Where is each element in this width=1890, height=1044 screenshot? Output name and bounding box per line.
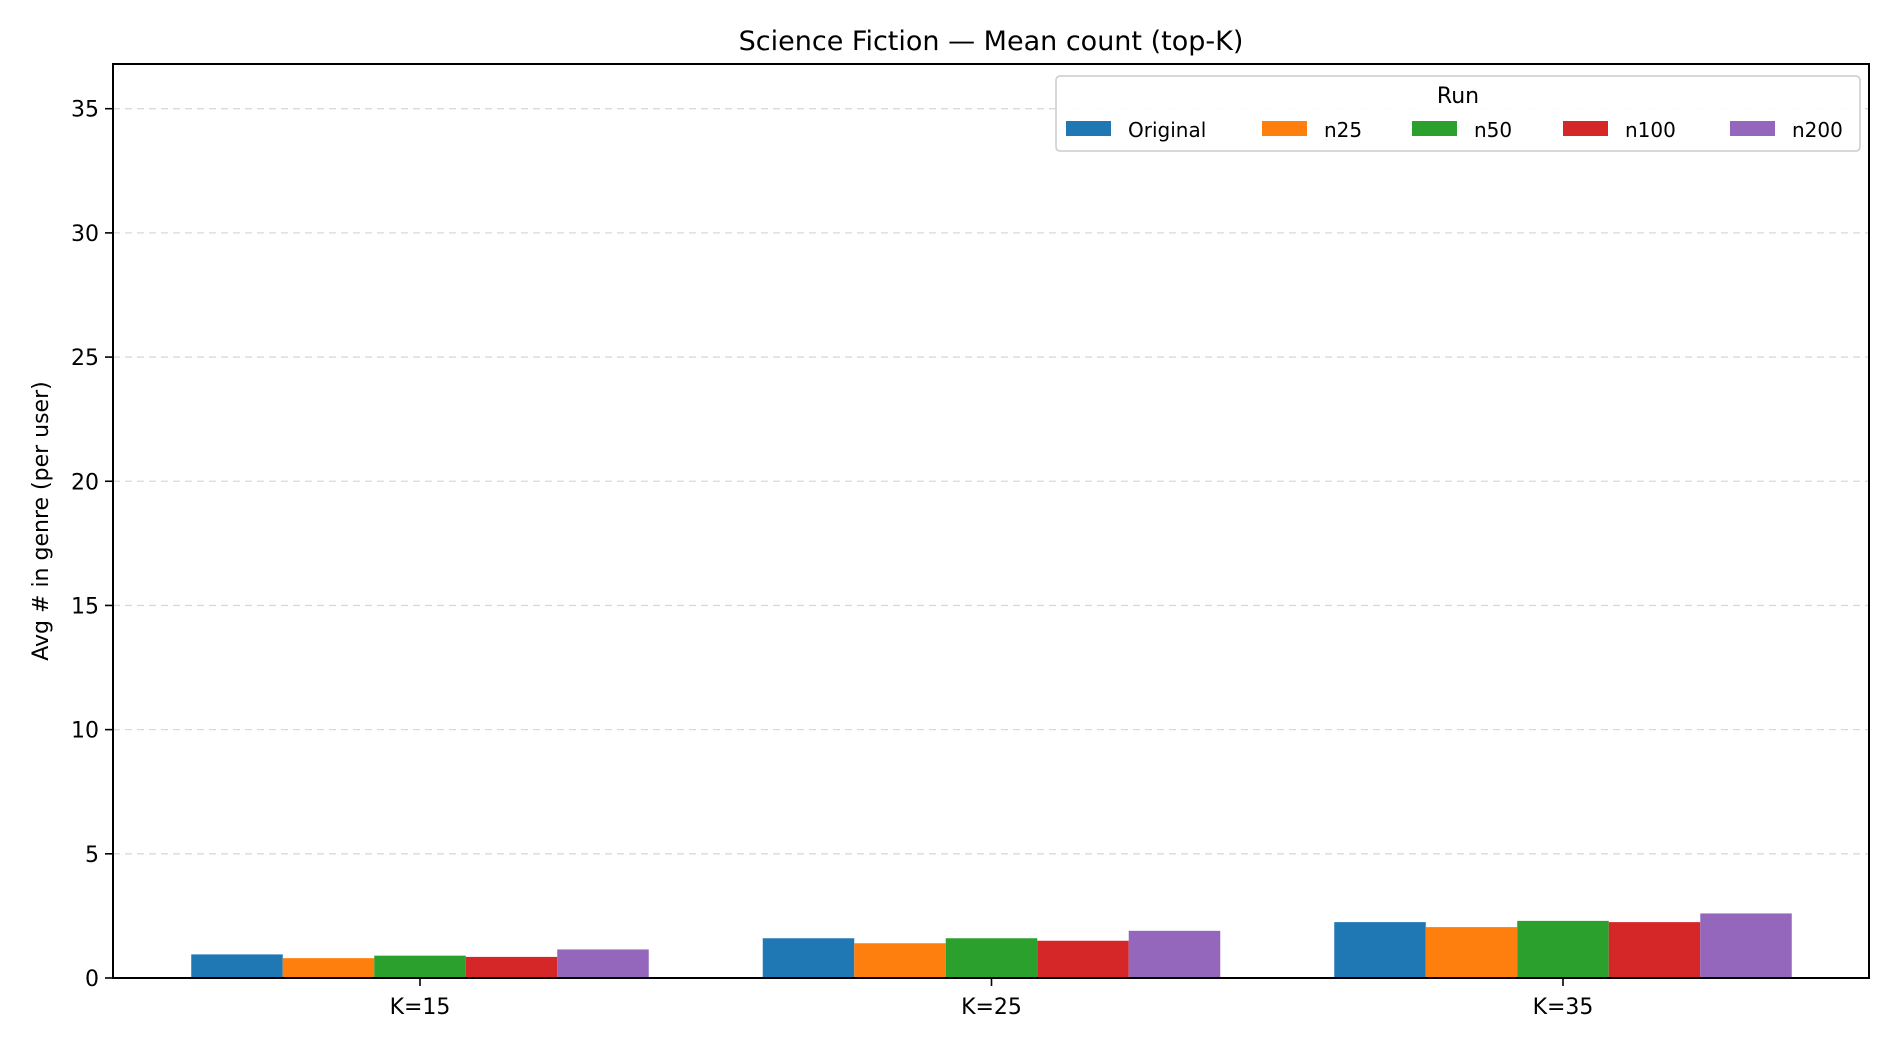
bar-original-k35 <box>1334 922 1426 978</box>
bar-n100-k15 <box>465 956 558 978</box>
bar-original-k25 <box>762 938 855 978</box>
bar-n100-k35 <box>1608 922 1701 978</box>
x-tick-label: K=35 <box>1533 995 1594 1020</box>
y-tick-label: 30 <box>71 222 99 247</box>
y-tick-label: 0 <box>85 967 99 992</box>
bar-n25-k25 <box>854 943 946 978</box>
legend: Run Original n25 n50 n100 n200 <box>1055 75 1861 152</box>
y-tick-label: 5 <box>85 843 99 868</box>
legend-swatch-n50 <box>1412 121 1457 136</box>
x-tick-label: K=15 <box>390 995 451 1020</box>
y-tick-label: 20 <box>71 470 99 495</box>
y-axis-label: Avg # in genre (per user) <box>29 381 54 660</box>
bar-original-k15 <box>191 954 283 978</box>
y-tick-label: 25 <box>71 346 99 371</box>
bar-n50-k25 <box>945 938 1038 978</box>
bar-n50-k15 <box>374 955 466 978</box>
legend-swatch-original <box>1066 121 1111 136</box>
y-tick-label: 15 <box>71 594 99 619</box>
bar-n25-k15 <box>282 958 375 978</box>
x-tick-label: K=25 <box>961 995 1022 1020</box>
legend-label-n25: n25 <box>1324 118 1362 142</box>
legend-title: Run <box>1437 84 1479 109</box>
legend-label-original: Original <box>1128 118 1206 142</box>
bar-n25-k35 <box>1425 927 1518 978</box>
bar-n200-k25 <box>1128 930 1221 978</box>
y-tick-label: 35 <box>71 98 99 123</box>
bar-n100-k25 <box>1037 940 1129 978</box>
y-tick-label: 10 <box>71 719 99 744</box>
bars <box>191 913 1792 978</box>
legend-swatch-n200 <box>1730 121 1775 136</box>
axes: 0 5 10 15 20 25 30 35 K=15 K=25 K=35 <box>71 98 1593 1020</box>
grid-lines <box>113 108 1869 855</box>
plot-frame <box>112 63 1870 979</box>
legend-label-n50: n50 <box>1474 118 1512 142</box>
bar-n50-k35 <box>1517 920 1609 978</box>
legend-label-n200: n200 <box>1792 118 1843 142</box>
bar-n200-k35 <box>1700 913 1792 978</box>
bar-n200-k15 <box>557 949 649 978</box>
chart-title: Science Fiction — Mean count (top-K) <box>739 26 1244 57</box>
legend-label-n100: n100 <box>1625 118 1676 142</box>
legend-swatch-n25 <box>1262 121 1307 136</box>
legend-swatch-n100 <box>1563 121 1608 136</box>
legend-box <box>1055 75 1861 152</box>
